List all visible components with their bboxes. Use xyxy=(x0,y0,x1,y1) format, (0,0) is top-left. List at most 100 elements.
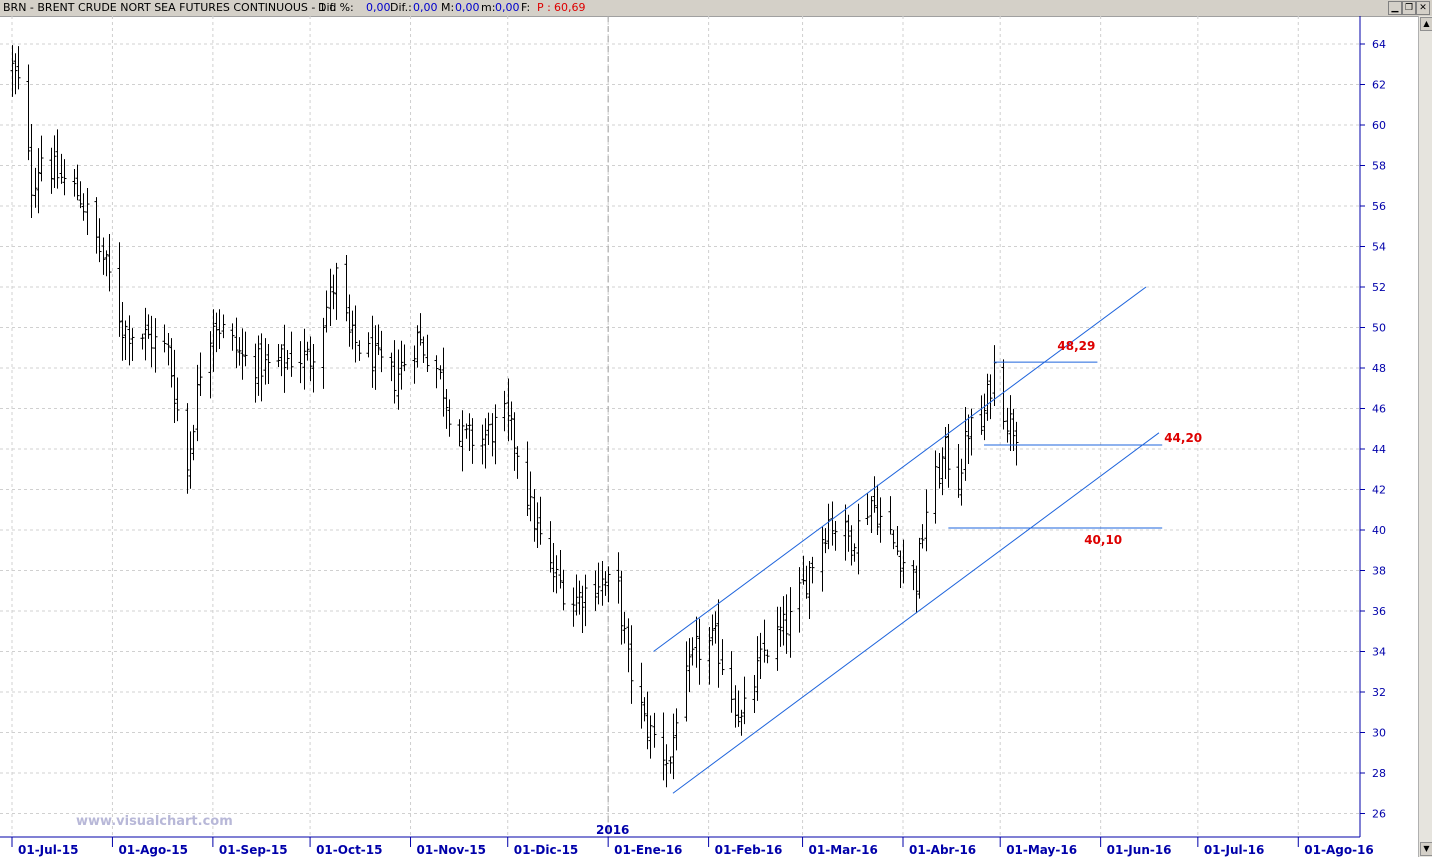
scroll-down-icon[interactable]: ▼ xyxy=(1420,842,1432,856)
price-bar xyxy=(305,341,310,361)
price-bar xyxy=(243,331,248,367)
price-bar xyxy=(392,340,397,404)
price-bar xyxy=(917,537,922,599)
price-bar xyxy=(311,343,316,393)
dif-pct-value: 0,00 xyxy=(366,1,391,14)
price-bar xyxy=(826,503,831,550)
price-bar xyxy=(166,333,171,366)
price-bar xyxy=(720,639,725,676)
price-bar xyxy=(574,574,579,616)
level-label: 48,29 xyxy=(1057,339,1095,353)
x-tick-label: 01-Sep-15 xyxy=(219,843,288,857)
price-bar xyxy=(282,324,287,393)
dif-label: Dif.: xyxy=(390,1,412,14)
price-bar xyxy=(593,570,598,611)
price-bar xyxy=(321,317,326,389)
price-bar xyxy=(279,344,284,377)
y-tick-label: 38 xyxy=(1372,565,1386,578)
y-tick-label: 44 xyxy=(1372,443,1386,456)
price-bar xyxy=(153,318,158,373)
price-bar xyxy=(878,497,883,543)
price-bar xyxy=(396,349,401,410)
price-bar xyxy=(72,168,77,197)
x-tick-label: 01-Ago-16 xyxy=(1304,843,1373,857)
x-tick-label: 01-Mar-16 xyxy=(809,843,878,857)
price-bar xyxy=(195,364,200,442)
price-bar xyxy=(357,340,362,361)
price-bar xyxy=(127,315,132,366)
price-bar xyxy=(81,193,86,221)
price-bar xyxy=(418,313,423,346)
price-bar xyxy=(16,46,21,90)
x-tick-label: 01-Abr-16 xyxy=(909,843,976,857)
price-bar xyxy=(664,744,669,788)
price-bar xyxy=(101,237,106,275)
price-bar xyxy=(571,587,576,627)
y-tick-label: 52 xyxy=(1372,281,1386,294)
price-bar xyxy=(762,619,767,663)
price-bar xyxy=(797,567,802,633)
price-bar xyxy=(36,148,41,214)
price-bar xyxy=(506,378,511,442)
price-bar xyxy=(742,676,747,725)
y-tick-label: 32 xyxy=(1372,686,1386,699)
price-bar xyxy=(347,294,352,347)
price-bar xyxy=(561,569,566,611)
price-bar xyxy=(596,562,601,605)
price-bar xyxy=(344,255,349,322)
price-bar xyxy=(172,349,177,423)
scroll-up-icon[interactable]: ▲ xyxy=(1420,17,1432,31)
price-bar xyxy=(302,328,307,390)
price-bar xyxy=(331,274,336,310)
vertical-scrollbar[interactable]: ▲ ▼ xyxy=(1418,16,1432,857)
price-axis: 26 28 30 32 34 36 38 40 42 44 46 48 50 52 54 56 58 60 62 64 xyxy=(1359,16,1386,837)
price-bar xyxy=(956,444,961,498)
price-bar xyxy=(642,697,647,722)
price-bar xyxy=(370,315,375,388)
minimize-icon[interactable]: ▁ xyxy=(1388,1,1402,15)
x-tick-label: 01-Jul-16 xyxy=(1204,843,1264,857)
price-bar xyxy=(690,637,695,666)
price-bar xyxy=(62,159,67,196)
price-bar xyxy=(237,337,242,366)
channel-trendline xyxy=(653,286,1147,652)
price-bar xyxy=(399,340,404,390)
y-tick-label: 40 xyxy=(1372,524,1386,537)
price-bar xyxy=(259,333,264,402)
price-bar xyxy=(185,403,190,494)
price-bar xyxy=(486,412,491,446)
symbol-title: BRN - BRENT CRUDE NORT SEA FUTURES CONTI… xyxy=(3,1,337,14)
x-tick-label: 01-Oct-15 xyxy=(316,843,382,857)
close-icon[interactable]: ✕ xyxy=(1416,1,1430,15)
price-bar xyxy=(140,333,145,350)
price-chart[interactable]: 48,29 44,20 40,10 26 28 30 32 34 36 38 40 42 44 46 48… xyxy=(0,16,1418,857)
price-bar xyxy=(467,413,472,452)
price-bar xyxy=(13,53,18,95)
x-tick-label: 01-Nov-15 xyxy=(417,843,486,857)
price-bar xyxy=(289,331,294,377)
x-tick-label: 01-Ene-16 xyxy=(614,843,682,857)
price-bar xyxy=(415,325,420,368)
price-bar xyxy=(616,552,621,604)
price-bar xyxy=(807,561,812,619)
restore-icon[interactable]: ❐ xyxy=(1402,1,1416,15)
price-bar xyxy=(668,756,673,774)
price-bar xyxy=(707,627,712,685)
max-label: M: xyxy=(441,1,455,14)
price-bar xyxy=(256,335,261,396)
price-bar xyxy=(788,587,793,658)
price-bar xyxy=(781,596,786,646)
price-bar xyxy=(350,310,355,350)
price-bar xyxy=(671,713,676,780)
price-bar xyxy=(146,314,151,339)
price-bar xyxy=(710,614,715,646)
f-label: F: xyxy=(521,1,531,14)
price-bar xyxy=(920,524,925,549)
dif-pct-label: Dif. %: xyxy=(318,1,354,14)
price-bar xyxy=(823,528,828,554)
price-bar xyxy=(389,352,394,382)
price-bar xyxy=(554,555,559,594)
price-bar xyxy=(59,153,64,184)
price-bar xyxy=(493,404,498,465)
price-bar xyxy=(366,332,371,358)
